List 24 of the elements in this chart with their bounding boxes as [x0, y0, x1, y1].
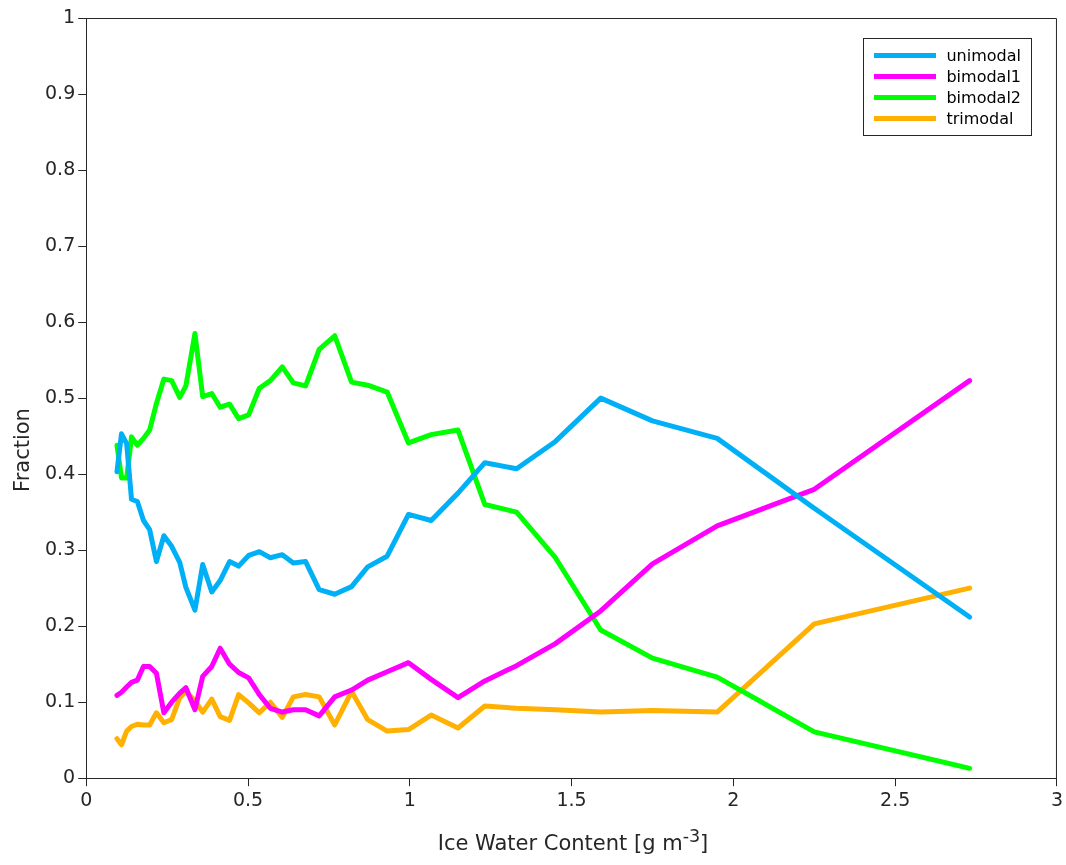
- legend-label: bimodal1: [946, 67, 1021, 86]
- x-tick-label: 0.5: [232, 787, 264, 810]
- y-axis-title: Fraction: [10, 407, 34, 494]
- x-tick-label: 0: [80, 787, 93, 810]
- y-tick-label: 0.5: [45, 385, 76, 408]
- legend-label: bimodal2: [946, 88, 1021, 107]
- y-tick-label: 0: [63, 765, 76, 788]
- x-tick-label: 3: [1050, 787, 1063, 810]
- x-axis-title: Ice Water Content [g m$^{-3}$]: [436, 826, 710, 855]
- x-tick-label: 2: [727, 787, 740, 810]
- y-tick-label: 0.3: [45, 537, 76, 560]
- y-tick-label: 0.9: [45, 80, 76, 103]
- y-tick-label: 0.2: [45, 613, 76, 636]
- y-tick-label: 0.8: [45, 156, 76, 179]
- y-tick-label: 0.7: [45, 233, 76, 255]
- x-tick-label: 1: [403, 787, 416, 810]
- y-tick-label: 0.4: [45, 461, 76, 484]
- x-tick-label: 2.5: [880, 787, 911, 810]
- legend-label: trimodal: [946, 109, 1014, 128]
- y-tick-label: 1: [63, 4, 76, 27]
- legend-label: unimodal: [946, 46, 1021, 65]
- x-tick-label: 1.5: [556, 787, 587, 810]
- y-tick-label: 0.6: [45, 309, 76, 332]
- y-tick-label: 0.1: [45, 689, 76, 712]
